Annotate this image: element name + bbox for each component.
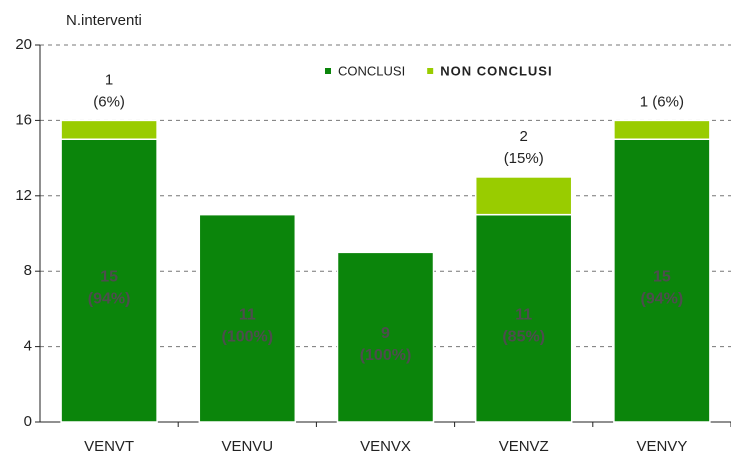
y-tick-label: 8 xyxy=(24,262,32,279)
y-tick-label: 20 xyxy=(15,36,32,53)
value-label-line: 9 xyxy=(381,325,390,342)
value-label-line: 11 xyxy=(515,307,532,324)
bar-segment xyxy=(613,119,711,141)
y-tick-label: 4 xyxy=(24,338,32,355)
value-label: 15 (94%) xyxy=(641,269,684,308)
value-label: 1 (6%) xyxy=(640,93,684,110)
value-label-line: 1 xyxy=(105,71,113,88)
value-label-line: (94%) xyxy=(88,291,131,308)
legend-swatch xyxy=(325,68,331,74)
value-label-line: (85%) xyxy=(502,329,545,346)
value-label-line: 2 xyxy=(520,128,528,145)
value-label: 2 (15%) xyxy=(504,128,544,167)
x-tick-label: VENVT xyxy=(84,438,134,455)
x-tick-label: VENVY xyxy=(636,438,687,455)
value-label-line: (94%) xyxy=(641,291,684,308)
x-tick-label: VENVU xyxy=(221,438,273,455)
bar-segment xyxy=(60,119,158,141)
value-label: 1 (6%) xyxy=(93,71,125,110)
bar-segment xyxy=(336,251,435,423)
y-tick-label: 0 xyxy=(24,413,32,430)
y-tick-label: 16 xyxy=(15,111,32,128)
y-tick-label: 12 xyxy=(15,187,32,204)
value-label-line: 11 xyxy=(239,307,256,324)
x-tick-label: VENVZ xyxy=(499,438,549,455)
value-label-line: 15 xyxy=(100,269,118,286)
value-label-line: (6%) xyxy=(93,93,125,110)
value-label-line: (100%) xyxy=(222,329,274,346)
legend-label: NON CONCLUSI xyxy=(440,63,552,78)
value-label: 15 (94%) xyxy=(88,269,131,308)
value-label-line: (100%) xyxy=(360,347,412,364)
value-label: 9 (100%) xyxy=(360,325,412,364)
value-label-line: 1 (6%) xyxy=(640,93,684,110)
bar-segment xyxy=(474,176,573,216)
legend-label: CONCLUSI xyxy=(338,63,405,78)
value-label: 11 (85%) xyxy=(502,307,545,346)
bar-segment xyxy=(60,138,158,423)
bar-segment xyxy=(613,138,711,423)
value-label-line: 15 xyxy=(653,269,671,286)
bar-segment xyxy=(198,213,297,423)
value-label: 11 (100%) xyxy=(222,307,274,346)
legend-swatch xyxy=(427,68,434,74)
value-label-line: (15%) xyxy=(504,150,544,167)
y-axis-label: N.interventi xyxy=(66,12,142,29)
x-tick-label: VENVX xyxy=(360,438,411,455)
